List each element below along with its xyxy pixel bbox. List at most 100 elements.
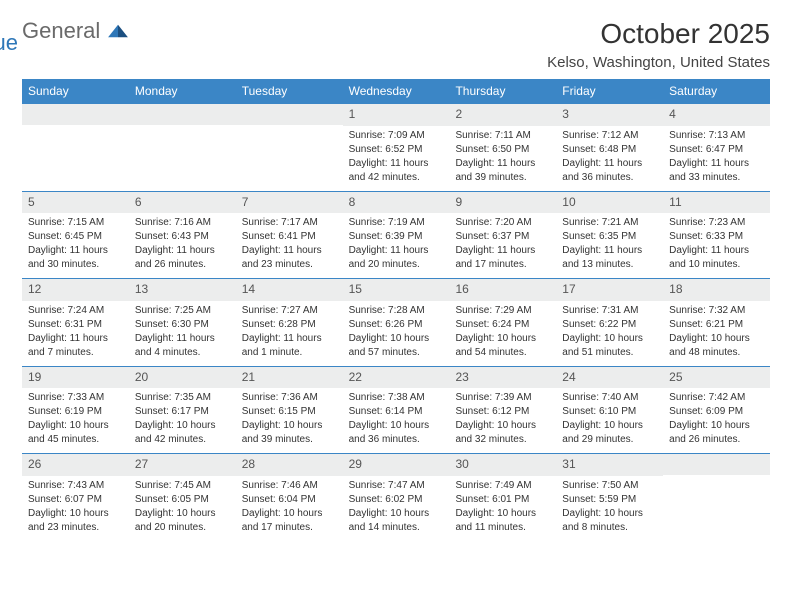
day-cell: 10Sunrise: 7:21 AMSunset: 6:35 PMDayligh… [556,192,663,279]
day-number: 26 [22,454,129,476]
day-sr: Sunrise: 7:42 AM [669,391,764,404]
day-cell [236,104,343,191]
day-cell: 1Sunrise: 7:09 AMSunset: 6:52 PMDaylight… [343,104,450,191]
day-number: 16 [449,279,556,301]
day-cell: 23Sunrise: 7:39 AMSunset: 6:12 PMDayligh… [449,367,556,454]
day-number: 17 [556,279,663,301]
day-number: 15 [343,279,450,301]
day-dl1: Daylight: 11 hours [455,157,550,170]
day-dl2: and 45 minutes. [28,433,123,446]
day-cell: 31 Sunrise: 7:50 AMSunset: 5:59 PMDayligh… [556,454,663,541]
day-dl1: Daylight: 10 hours [135,419,230,432]
day-dl1: Daylight: 10 hours [562,507,657,520]
day-dl2: and 39 minutes. [242,433,337,446]
empty-day [22,104,129,125]
day-dl2: and 23 minutes. [28,521,123,534]
day-cell: 15Sunrise: 7:28 AMSunset: 6:26 PMDayligh… [343,279,450,366]
day-dl2: and 17 minutes. [242,521,337,534]
day-dl2: and 48 minutes. [669,346,764,359]
day-ss: Sunset: 5:59 PM [562,493,657,506]
day-dl2: and 11 minutes. [455,521,550,534]
day-dl1: Daylight: 10 hours [562,419,657,432]
day-ss: Sunset: 6:21 PM [669,318,764,331]
day-body: Sunrise: 7:17 AMSunset: 6:41 PMDaylight:… [236,213,343,278]
day-ss: Sunset: 6:09 PM [669,405,764,418]
day-number: 10 [556,192,663,214]
day-body: Sunrise: 7:13 AMSunset: 6:47 PMDaylight:… [663,126,770,191]
day-dl2: and 20 minutes. [135,521,230,534]
day-body: Sunrise: 7:38 AMSunset: 6:14 PMDaylight:… [343,388,450,453]
day-dl2: and 1 minute. [242,346,337,359]
day-dl2: and 32 minutes. [455,433,550,446]
dow-thursday: Thursday [449,79,556,103]
day-ss: Sunset: 6:37 PM [455,230,550,243]
day-number: 22 [343,367,450,389]
day-cell: 20Sunrise: 7:35 AMSunset: 6:17 PMDayligh… [129,367,236,454]
day-dl1: Daylight: 11 hours [28,244,123,257]
day-dl2: and 20 minutes. [349,258,444,271]
day-body: Sunrise: 7:25 AMSunset: 6:30 PMDaylight:… [129,301,236,366]
day-dl1: Daylight: 10 hours [242,419,337,432]
header: General Blue October 2025 Kelso, Washing… [22,18,770,71]
day-body: Sunrise: 7:16 AMSunset: 6:43 PMDaylight:… [129,213,236,278]
day-sr: Sunrise: 7:50 AM [562,479,657,492]
day-ss: Sunset: 6:28 PM [242,318,337,331]
day-cell: 11Sunrise: 7:23 AMSunset: 6:33 PMDayligh… [663,192,770,279]
day-body: Sunrise: 7:39 AMSunset: 6:12 PMDaylight:… [449,388,556,453]
month-title: October 2025 [547,18,770,50]
day-ss: Sunset: 6:24 PM [455,318,550,331]
empty-day [129,104,236,125]
day-sr: Sunrise: 7:20 AM [455,216,550,229]
day-dl1: Daylight: 10 hours [28,419,123,432]
day-body: Sunrise: 7:19 AMSunset: 6:39 PMDaylight:… [343,213,450,278]
day-sr: Sunrise: 7:49 AM [455,479,550,492]
day-body: Sunrise: 7:09 AMSunset: 6:52 PMDaylight:… [343,126,450,191]
week-row: 26Sunrise: 7:43 AMSunset: 6:07 PMDayligh… [22,453,770,541]
day-ss: Sunset: 6:45 PM [28,230,123,243]
day-number: 31 [556,454,663,476]
day-body: Sunrise: 7:36 AMSunset: 6:15 PMDaylight:… [236,388,343,453]
day-dl2: and 26 minutes. [669,433,764,446]
dow-friday: Friday [556,79,663,103]
day-cell [129,104,236,191]
day-cell: 3Sunrise: 7:12 AMSunset: 6:48 PMDaylight… [556,104,663,191]
calendar: Sunday Monday Tuesday Wednesday Thursday… [22,79,770,541]
week-row: 19Sunrise: 7:33 AMSunset: 6:19 PMDayligh… [22,366,770,454]
day-sr: Sunrise: 7:40 AM [562,391,657,404]
day-ss: Sunset: 6:43 PM [135,230,230,243]
day-ss: Sunset: 6:04 PM [242,493,337,506]
weeks-container: 1Sunrise: 7:09 AMSunset: 6:52 PMDaylight… [22,103,770,541]
day-number: 21 [236,367,343,389]
day-cell: 25Sunrise: 7:42 AMSunset: 6:09 PMDayligh… [663,367,770,454]
day-body: Sunrise: 7:28 AMSunset: 6:26 PMDaylight:… [343,301,450,366]
day-cell: 9Sunrise: 7:20 AMSunset: 6:37 PMDaylight… [449,192,556,279]
day-cell: 17Sunrise: 7:31 AMSunset: 6:22 PMDayligh… [556,279,663,366]
day-body: Sunrise: 7:46 AMSunset: 6:04 PMDaylight:… [236,476,343,541]
day-dl1: Daylight: 10 hours [562,332,657,345]
dow-sunday: Sunday [22,79,129,103]
day-dl1: Daylight: 11 hours [135,332,230,345]
day-dl2: and 14 minutes. [349,521,444,534]
day-dl1: Daylight: 11 hours [135,244,230,257]
dow-monday: Monday [129,79,236,103]
day-dl1: Daylight: 10 hours [349,419,444,432]
day-dl2: and 51 minutes. [562,346,657,359]
empty-day [663,454,770,475]
day-number: 7 [236,192,343,214]
day-body: Sunrise: 7:40 AMSunset: 6:10 PMDaylight:… [556,388,663,453]
day-ss: Sunset: 6:52 PM [349,143,444,156]
day-sr: Sunrise: 7:24 AM [28,304,123,317]
day-cell: 19Sunrise: 7:33 AMSunset: 6:19 PMDayligh… [22,367,129,454]
day-body: Sunrise: 7:20 AMSunset: 6:37 PMDaylight:… [449,213,556,278]
day-cell: 14Sunrise: 7:27 AMSunset: 6:28 PMDayligh… [236,279,343,366]
day-dl2: and 36 minutes. [562,171,657,184]
day-ss: Sunset: 6:30 PM [135,318,230,331]
day-sr: Sunrise: 7:13 AM [669,129,764,142]
day-ss: Sunset: 6:14 PM [349,405,444,418]
week-row: 1Sunrise: 7:09 AMSunset: 6:52 PMDaylight… [22,103,770,191]
day-number: 29 [343,454,450,476]
day-sr: Sunrise: 7:11 AM [455,129,550,142]
day-cell: 24Sunrise: 7:40 AMSunset: 6:10 PMDayligh… [556,367,663,454]
day-body: Sunrise: 7:45 AMSunset: 6:05 PMDaylight:… [129,476,236,541]
day-ss: Sunset: 6:15 PM [242,405,337,418]
